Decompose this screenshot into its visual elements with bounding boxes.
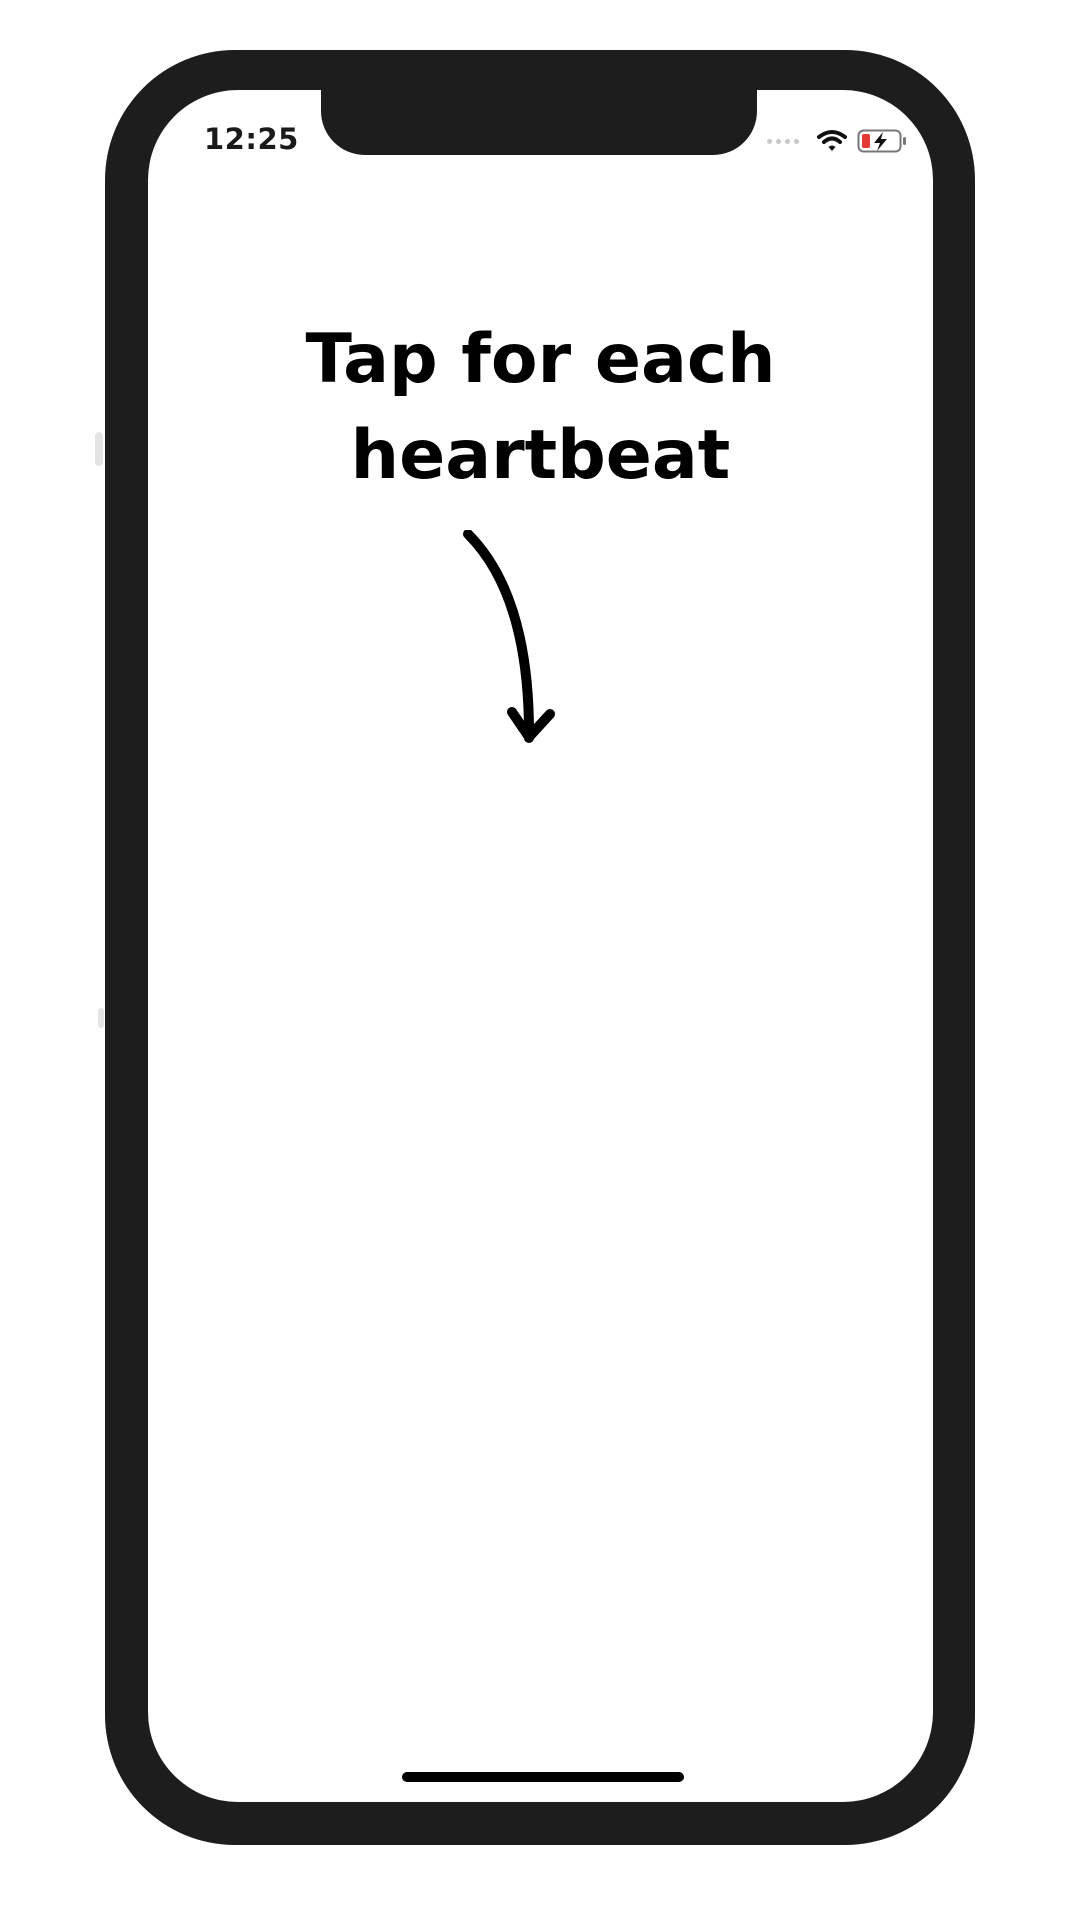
side-button-lower <box>98 1008 104 1028</box>
title-line-2: heartbeat <box>350 416 731 495</box>
signal-dots-icon <box>767 138 799 144</box>
notch <box>321 90 757 155</box>
home-indicator[interactable] <box>402 1772 684 1782</box>
status-time: 12:25 <box>204 122 299 156</box>
instruction-title: Tap for each heartbeat <box>148 312 933 504</box>
title-line-1: Tap for each <box>305 320 776 399</box>
status-icons <box>767 128 907 154</box>
heartbeat-tap-area[interactable] <box>148 870 933 1720</box>
phone-screen: 12:25 Tap for each heartbeat <box>148 90 933 1802</box>
side-button-upper <box>95 432 103 466</box>
curved-arrow-down-icon <box>463 530 555 743</box>
wifi-icon <box>817 130 847 151</box>
battery-charging-icon <box>857 129 906 153</box>
